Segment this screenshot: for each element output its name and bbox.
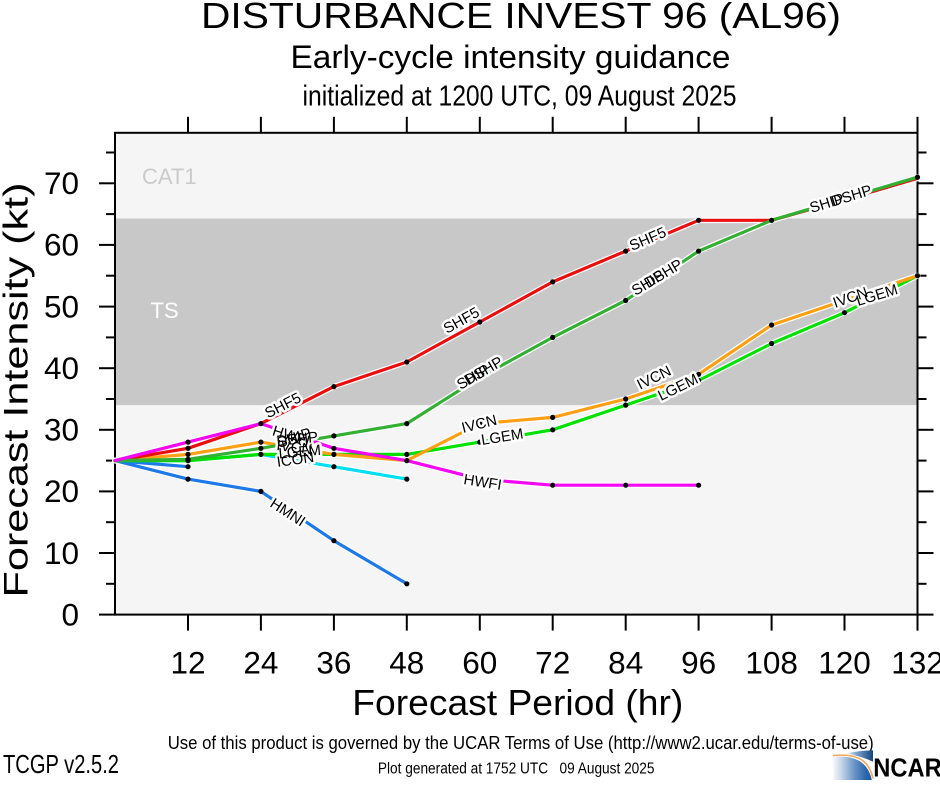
svg-text:DISTURBANCE INVEST 96 (AL96): DISTURBANCE INVEST 96 (AL96) [201, 0, 841, 36]
svg-text:Early-cycle intensity guidance: Early-cycle intensity guidance [291, 39, 731, 75]
svg-text:24: 24 [243, 645, 278, 681]
svg-text:IVCN: IVCN [276, 437, 314, 458]
svg-text:CAT1: CAT1 [142, 164, 197, 189]
svg-text:TS: TS [151, 298, 179, 323]
svg-text:108: 108 [745, 645, 798, 681]
svg-text:30: 30 [44, 412, 79, 448]
svg-text:70: 70 [44, 165, 79, 201]
svg-text:40: 40 [44, 350, 79, 386]
svg-text:HWFI: HWFI [462, 471, 503, 494]
svg-text:10: 10 [44, 535, 79, 571]
svg-text:Use of this product is governe: Use of this product is governed by the U… [168, 733, 874, 753]
svg-text:Plot generated at 1752 UTC 0: Plot generated at 1752 UTC 09 August 202… [378, 761, 655, 778]
svg-text:132: 132 [891, 645, 940, 681]
svg-text:0: 0 [61, 596, 79, 632]
svg-text:12: 12 [170, 645, 205, 681]
svg-text:120: 120 [818, 645, 871, 681]
svg-text:Forecast Period (hr): Forecast Period (hr) [352, 682, 683, 723]
svg-text:36: 36 [316, 645, 351, 681]
svg-text:84: 84 [608, 645, 643, 681]
svg-text:96: 96 [681, 645, 716, 681]
svg-text:LGEM: LGEM [278, 442, 322, 463]
svg-text:60: 60 [44, 227, 79, 263]
svg-text:Forecast Intensity (kt): Forecast Intensity (kt) [0, 183, 36, 598]
svg-text:TCGP v2.5.2: TCGP v2.5.2 [3, 749, 119, 779]
svg-text:72: 72 [535, 645, 570, 681]
svg-text:LGEM: LGEM [480, 426, 525, 449]
svg-text:DSHP: DSHP [276, 429, 319, 450]
svg-text:ICON: ICON [276, 449, 316, 471]
svg-text:NCAR: NCAR [873, 755, 940, 780]
svg-text:50: 50 [44, 288, 79, 324]
svg-text:60: 60 [462, 645, 497, 681]
svg-text:20: 20 [44, 473, 79, 509]
svg-text:48: 48 [389, 645, 424, 681]
svg-text:initialized at 1200 UTC, 09 Au: initialized at 1200 UTC, 09 August 2025 [303, 81, 737, 113]
